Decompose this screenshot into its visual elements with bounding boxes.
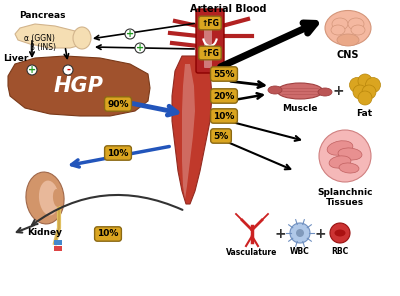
Text: Splanchnic
Tissues: Splanchnic Tissues xyxy=(317,188,373,207)
Ellipse shape xyxy=(332,18,348,30)
Circle shape xyxy=(358,74,372,88)
Circle shape xyxy=(366,78,380,93)
Text: 10%: 10% xyxy=(107,149,129,157)
Text: ↑FG: ↑FG xyxy=(201,49,219,57)
Ellipse shape xyxy=(348,18,364,30)
Ellipse shape xyxy=(337,34,359,46)
Ellipse shape xyxy=(327,141,353,155)
Circle shape xyxy=(63,65,73,75)
Circle shape xyxy=(330,223,350,243)
Circle shape xyxy=(125,29,135,39)
Text: +: + xyxy=(332,84,344,98)
Ellipse shape xyxy=(318,88,332,96)
Circle shape xyxy=(27,65,37,75)
Text: +: + xyxy=(274,227,286,241)
Text: Muscle: Muscle xyxy=(282,104,318,113)
Text: 5%: 5% xyxy=(213,131,229,141)
Text: Pancreas: Pancreas xyxy=(19,11,65,20)
Ellipse shape xyxy=(339,163,359,173)
Text: +: + xyxy=(314,227,326,241)
Text: 90%: 90% xyxy=(107,99,129,109)
Text: Liver: Liver xyxy=(3,54,28,62)
Circle shape xyxy=(353,85,367,99)
Text: 20%: 20% xyxy=(213,91,235,101)
Text: +: + xyxy=(28,65,36,75)
Text: 10%: 10% xyxy=(97,229,119,239)
Polygon shape xyxy=(182,64,195,199)
Ellipse shape xyxy=(325,10,371,46)
FancyBboxPatch shape xyxy=(204,16,212,68)
Text: 10%: 10% xyxy=(213,112,235,120)
Circle shape xyxy=(358,91,372,105)
FancyBboxPatch shape xyxy=(54,240,62,245)
Ellipse shape xyxy=(53,189,61,207)
Text: HGP: HGP xyxy=(53,76,103,96)
Ellipse shape xyxy=(329,156,351,168)
Ellipse shape xyxy=(26,172,64,224)
Ellipse shape xyxy=(39,181,59,215)
Polygon shape xyxy=(8,56,150,116)
Text: β (INS): β (INS) xyxy=(30,43,56,52)
Text: +: + xyxy=(136,43,144,53)
Circle shape xyxy=(362,85,376,99)
Ellipse shape xyxy=(351,25,365,35)
Ellipse shape xyxy=(334,229,346,237)
Circle shape xyxy=(135,43,145,53)
FancyBboxPatch shape xyxy=(54,246,62,251)
Circle shape xyxy=(296,229,304,237)
Polygon shape xyxy=(172,56,212,204)
Ellipse shape xyxy=(319,130,371,182)
Text: Vasculature: Vasculature xyxy=(226,248,278,257)
Ellipse shape xyxy=(268,86,282,94)
Text: WBC: WBC xyxy=(290,247,310,256)
Polygon shape xyxy=(15,24,88,48)
Ellipse shape xyxy=(73,27,91,49)
Ellipse shape xyxy=(331,25,345,35)
Text: RBC: RBC xyxy=(331,247,349,256)
Text: ↑FG: ↑FG xyxy=(201,19,219,28)
Ellipse shape xyxy=(277,83,323,99)
Text: CNS: CNS xyxy=(337,50,359,60)
Ellipse shape xyxy=(338,148,362,160)
Text: Arterial Blood: Arterial Blood xyxy=(190,4,266,14)
Text: Kidney: Kidney xyxy=(28,228,62,237)
Text: -: - xyxy=(66,65,70,75)
Text: +: + xyxy=(126,29,134,39)
Text: α (GGN): α (GGN) xyxy=(24,33,55,43)
Text: 55%: 55% xyxy=(213,70,235,78)
Circle shape xyxy=(290,223,310,243)
FancyBboxPatch shape xyxy=(196,9,224,73)
Circle shape xyxy=(350,78,364,93)
Text: Fat: Fat xyxy=(356,109,372,118)
